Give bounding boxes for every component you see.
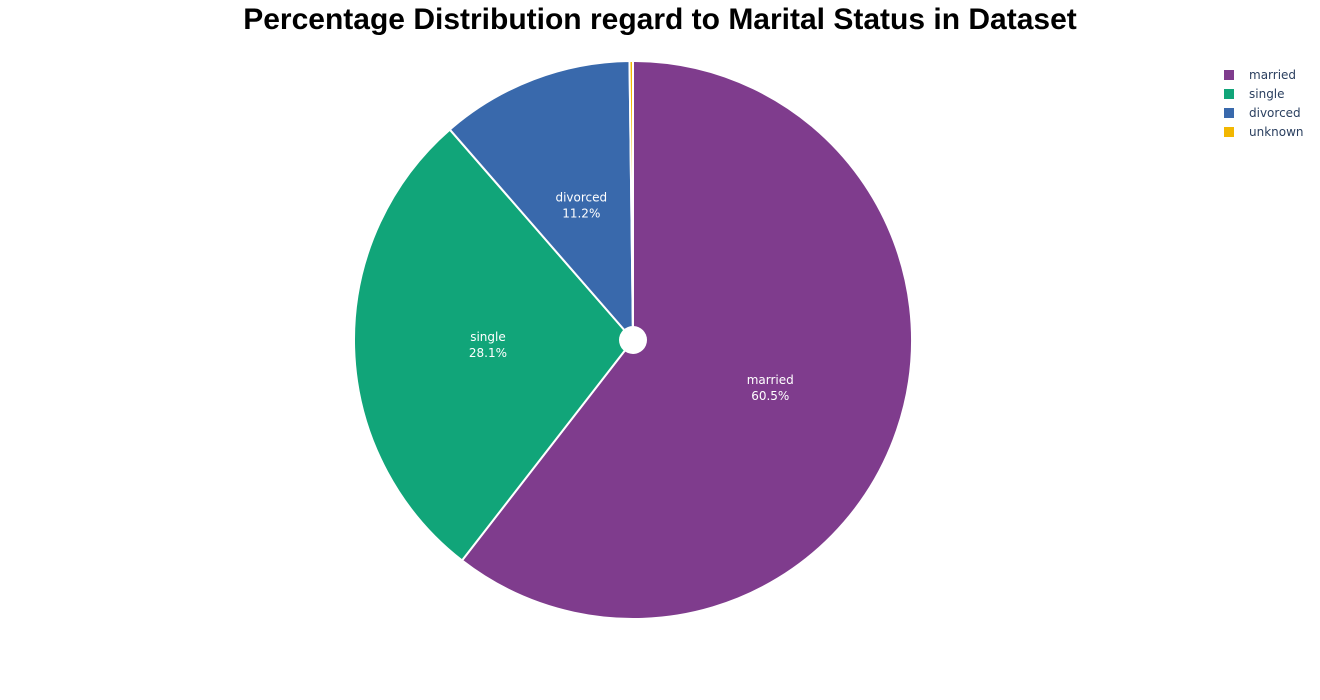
pie-slice-divorced[interactable] xyxy=(448,60,635,343)
legend-item-single[interactable]: single xyxy=(1224,84,1304,103)
legend-label: single xyxy=(1249,86,1285,101)
pie-hole xyxy=(619,326,647,354)
legend-label: unknown xyxy=(1249,124,1304,139)
legend-swatch xyxy=(1224,107,1234,118)
legend-swatch xyxy=(1224,69,1234,80)
pie-slice-labels: married 60.5% single 28.1% divorced 11.2% xyxy=(469,190,794,403)
pie-slice-unknown[interactable] xyxy=(628,59,634,341)
slice-label-divorced: divorced xyxy=(555,190,607,204)
slice-percent-single: 28.1% xyxy=(469,346,507,360)
legend-swatch xyxy=(1224,88,1234,99)
slice-percent-married: 60.5% xyxy=(751,389,789,403)
pie-slice-single[interactable] xyxy=(353,128,635,562)
legend-item-unknown[interactable]: unknown xyxy=(1224,122,1304,141)
legend-label: married xyxy=(1249,67,1297,82)
pie-slices xyxy=(353,59,913,620)
slice-label-married: married xyxy=(747,373,794,387)
legend-item-divorced[interactable]: divorced xyxy=(1224,103,1304,122)
legend: married single divorced unknown xyxy=(1224,65,1304,141)
pie-slice-married[interactable] xyxy=(460,59,913,620)
legend-item-married[interactable]: married xyxy=(1224,65,1304,84)
slice-label-single: single xyxy=(470,330,506,344)
chart-title: Percentage Distribution regard to Marita… xyxy=(243,3,1077,36)
slice-percent-divorced: 11.2% xyxy=(562,206,600,220)
legend-swatch xyxy=(1224,126,1234,137)
legend-label: divorced xyxy=(1249,105,1301,120)
